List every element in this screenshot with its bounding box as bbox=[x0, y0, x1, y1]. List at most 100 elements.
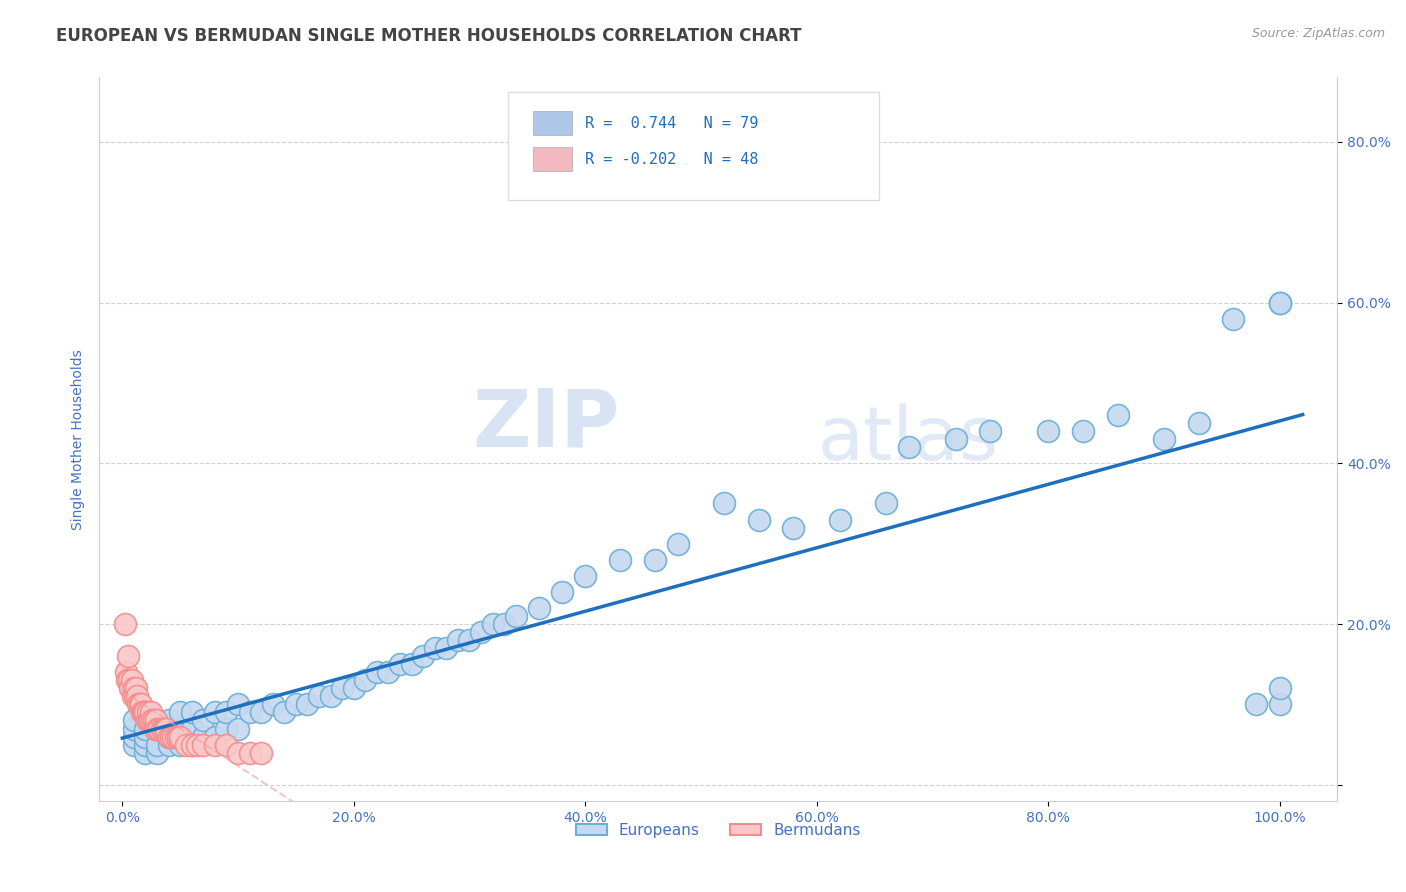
Point bbox=[644, 553, 666, 567]
Point bbox=[204, 738, 226, 752]
Point bbox=[143, 722, 166, 736]
Point bbox=[134, 738, 156, 752]
Point bbox=[748, 512, 770, 526]
Text: ZIP: ZIP bbox=[472, 385, 619, 464]
Point bbox=[134, 730, 156, 744]
Point bbox=[481, 617, 503, 632]
Text: Source: ZipAtlas.com: Source: ZipAtlas.com bbox=[1251, 27, 1385, 40]
Point bbox=[114, 665, 136, 680]
Point bbox=[226, 722, 249, 736]
Text: atlas: atlas bbox=[817, 402, 998, 475]
Point bbox=[127, 698, 149, 712]
Point bbox=[898, 440, 921, 454]
Point bbox=[204, 706, 226, 720]
Point bbox=[366, 665, 388, 680]
Point bbox=[127, 690, 149, 704]
Point bbox=[157, 730, 180, 744]
Point bbox=[527, 601, 550, 615]
Point bbox=[122, 722, 145, 736]
FancyBboxPatch shape bbox=[533, 111, 572, 136]
Point bbox=[120, 681, 142, 696]
Point bbox=[945, 432, 967, 446]
Point bbox=[828, 512, 851, 526]
Point bbox=[447, 633, 470, 648]
Point bbox=[139, 714, 162, 728]
Point bbox=[169, 738, 191, 752]
Point bbox=[319, 690, 342, 704]
Point bbox=[215, 738, 238, 752]
Point bbox=[389, 657, 412, 672]
Point bbox=[160, 730, 183, 744]
Point bbox=[1153, 432, 1175, 446]
Point bbox=[180, 738, 202, 752]
Point bbox=[1268, 295, 1291, 310]
Point bbox=[122, 730, 145, 744]
Point bbox=[250, 706, 273, 720]
Point bbox=[215, 706, 238, 720]
Point bbox=[157, 730, 180, 744]
Point bbox=[165, 730, 187, 744]
Point bbox=[135, 714, 157, 728]
Point bbox=[494, 617, 516, 632]
Point bbox=[122, 738, 145, 752]
Point bbox=[180, 706, 202, 720]
Point bbox=[666, 536, 689, 550]
Point bbox=[401, 657, 423, 672]
Point bbox=[423, 641, 446, 656]
Point bbox=[1107, 408, 1129, 422]
Point bbox=[148, 722, 170, 736]
Point bbox=[146, 722, 169, 736]
Point bbox=[180, 738, 202, 752]
Point bbox=[713, 496, 735, 510]
Point bbox=[505, 609, 527, 624]
Point bbox=[124, 690, 146, 704]
Point bbox=[146, 738, 169, 752]
Point bbox=[146, 746, 169, 760]
Point bbox=[412, 649, 434, 664]
Point bbox=[226, 698, 249, 712]
Point bbox=[215, 722, 238, 736]
Point bbox=[132, 706, 155, 720]
Y-axis label: Single Mother Households: Single Mother Households bbox=[72, 349, 86, 530]
Point bbox=[134, 746, 156, 760]
Point bbox=[262, 698, 284, 712]
Point bbox=[186, 738, 208, 752]
Point bbox=[239, 746, 262, 760]
Point bbox=[979, 424, 1001, 438]
Point bbox=[122, 681, 145, 696]
Point bbox=[1071, 424, 1094, 438]
Point bbox=[574, 569, 596, 583]
Point bbox=[782, 520, 804, 534]
Point bbox=[169, 730, 191, 744]
Point bbox=[343, 681, 366, 696]
Point bbox=[434, 641, 457, 656]
Point bbox=[121, 690, 143, 704]
Point bbox=[250, 746, 273, 760]
Point bbox=[141, 706, 163, 720]
Point bbox=[1246, 698, 1268, 712]
Point bbox=[141, 714, 163, 728]
Point bbox=[157, 714, 180, 728]
Point bbox=[1268, 681, 1291, 696]
Point bbox=[166, 730, 188, 744]
Point bbox=[153, 722, 176, 736]
Point bbox=[273, 706, 295, 720]
Legend: Europeans, Bermudans: Europeans, Bermudans bbox=[569, 817, 866, 844]
Point bbox=[193, 738, 215, 752]
Point bbox=[117, 649, 139, 664]
Point bbox=[125, 681, 148, 696]
Point bbox=[1268, 698, 1291, 712]
Point bbox=[129, 698, 152, 712]
Point bbox=[1036, 424, 1059, 438]
Text: R = -0.202   N = 48: R = -0.202 N = 48 bbox=[585, 152, 758, 167]
Point bbox=[122, 714, 145, 728]
FancyBboxPatch shape bbox=[508, 92, 879, 201]
Point bbox=[169, 722, 191, 736]
Point bbox=[145, 714, 167, 728]
Point bbox=[134, 706, 156, 720]
Point bbox=[239, 706, 262, 720]
Point bbox=[1268, 295, 1291, 310]
Point bbox=[138, 714, 160, 728]
Point bbox=[226, 746, 249, 760]
Point bbox=[174, 738, 197, 752]
